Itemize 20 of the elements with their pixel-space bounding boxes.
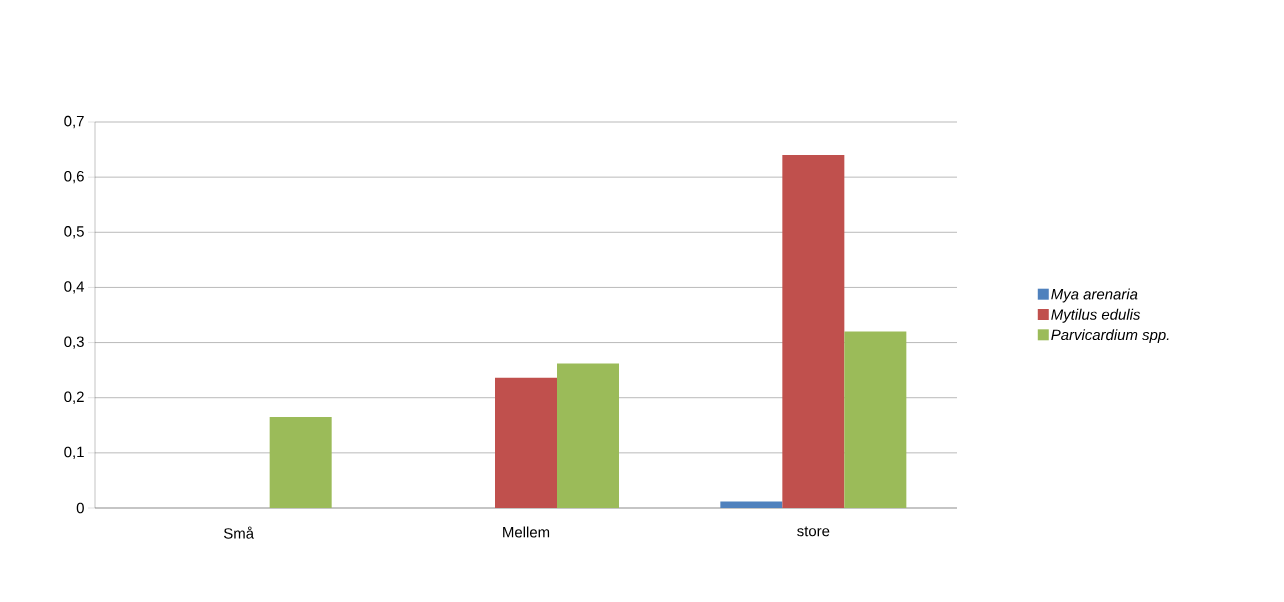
x-tick-label: Mellem: [503, 526, 550, 538]
y-tick-label: 0,3: [64, 336, 84, 349]
y-tick-label: 0,6: [64, 170, 84, 184]
legend-label: Parvicardium spp.: [1051, 329, 1169, 344]
y-tick-label: 0,5: [64, 226, 84, 239]
bar: [495, 377, 557, 508]
x-tick-label: Små: [223, 526, 255, 539]
bar: [269, 417, 332, 508]
x-tick-label: store: [797, 526, 830, 537]
y-tick-label: 0,7: [64, 115, 84, 129]
bar: [844, 331, 907, 508]
legend-label: Mytilus edulis: [1051, 308, 1141, 323]
y-tick-label: 0,4: [64, 281, 85, 294]
bar: [557, 363, 619, 508]
y-tick-label: 0: [76, 502, 84, 514]
legend-label: Mya arenaria: [1051, 288, 1138, 303]
y-tick-label: 0,1: [64, 446, 84, 460]
bar: [720, 501, 783, 508]
y-tick-label: 0,2: [64, 391, 84, 404]
bar: [782, 155, 845, 508]
